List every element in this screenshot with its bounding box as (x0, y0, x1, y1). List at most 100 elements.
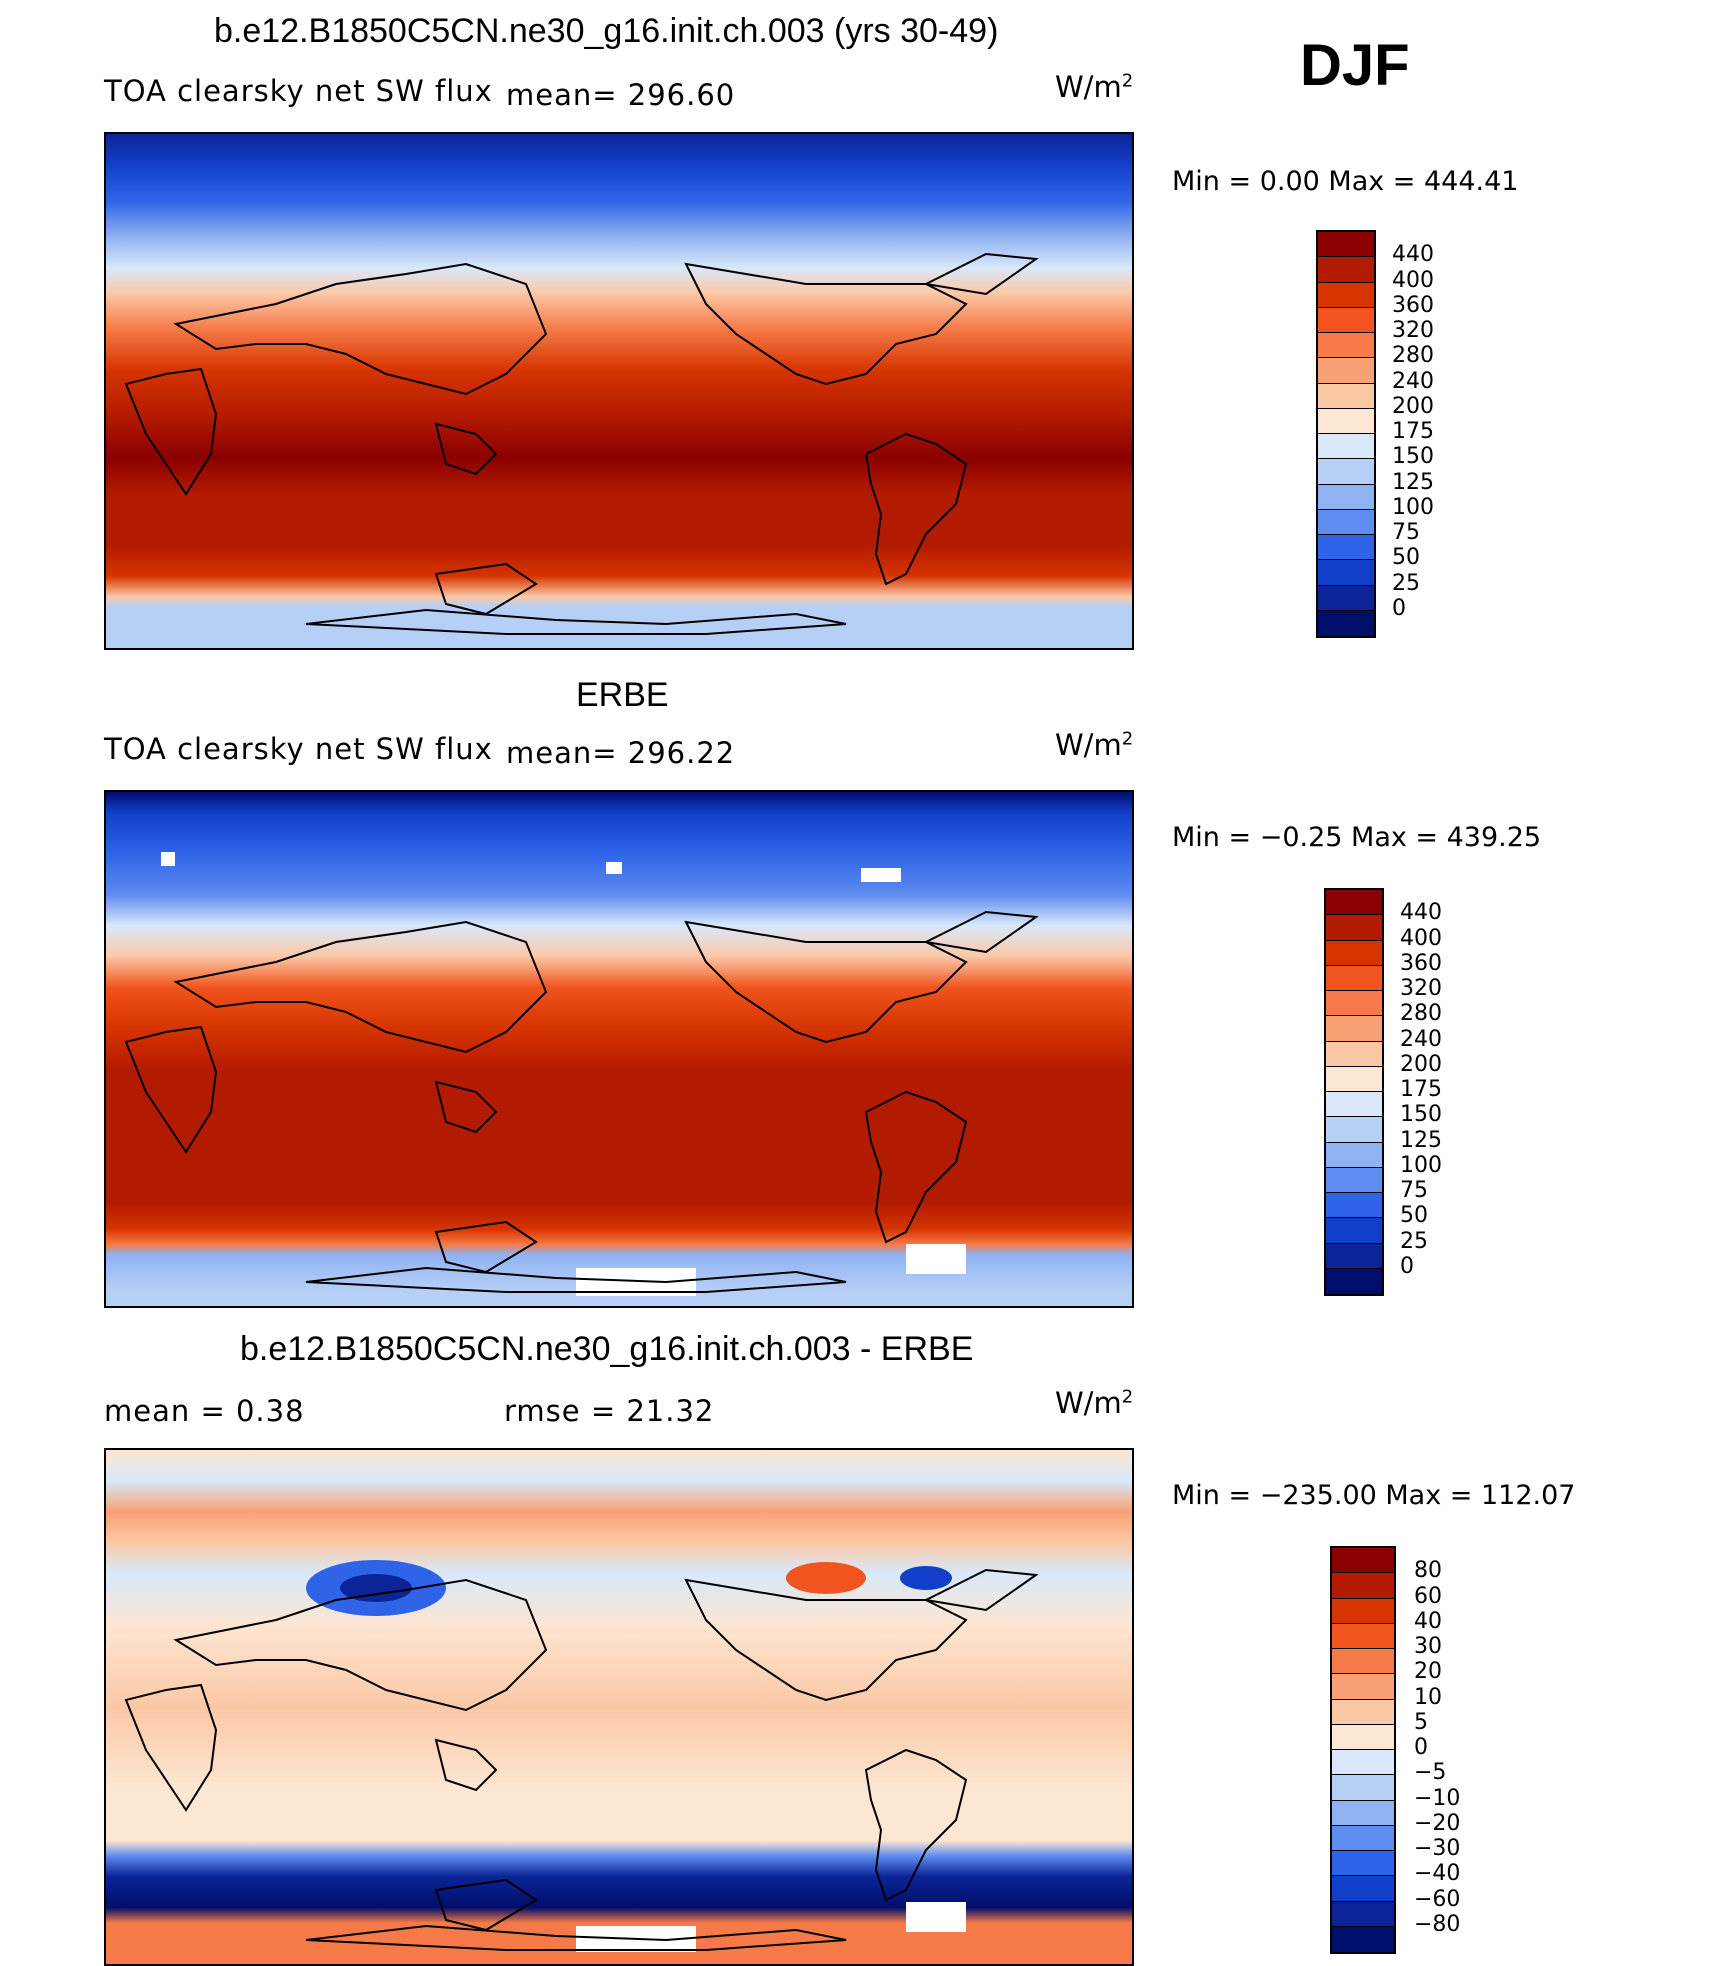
colorbar-swatch (1318, 484, 1374, 510)
panel1-mean: mean= 296.60 (506, 78, 736, 112)
panel2-title: ERBE (576, 676, 669, 714)
panel3-map (104, 1448, 1134, 1966)
colorbar-label: 30 (1414, 1634, 1442, 1659)
panel3-colorbar-labels: 80 60 40 30 20 10 5 0 −5 −10 −20 −30 −40 −60 −80 (1414, 1546, 1504, 1954)
colorbar-swatch (1326, 1142, 1382, 1168)
colorbar-swatch (1332, 1926, 1394, 1952)
colorbar-label: 240 (1392, 368, 1434, 394)
colorbar-swatch (1326, 991, 1382, 1017)
colorbar-swatch (1318, 408, 1374, 434)
colorbar-swatch (1326, 940, 1382, 966)
colorbar-swatch (1332, 1800, 1394, 1826)
colorbar-label: −5 (1414, 1760, 1447, 1786)
colorbar-swatch (1326, 1167, 1382, 1193)
colorbar-label: 80 (1414, 1558, 1442, 1584)
colorbar-swatch (1326, 915, 1382, 941)
colorbar-label: 320 (1400, 976, 1442, 1001)
colorbar-label: 125 (1392, 469, 1434, 495)
colorbar-swatch (1332, 1851, 1394, 1877)
panel1-coastlines (124, 252, 1039, 635)
colorbar-label: 200 (1392, 393, 1434, 419)
panel3-rmse: rmse = 21.32 (504, 1394, 715, 1428)
colorbar-swatch (1326, 890, 1382, 916)
colorbar-swatch (1332, 1876, 1394, 1902)
colorbar-swatch (1318, 610, 1374, 636)
colorbar-swatch (1318, 257, 1374, 283)
colorbar-label: −40 (1414, 1861, 1461, 1887)
colorbar-label: 360 (1400, 950, 1442, 976)
panel2-units: W/m2 (1055, 728, 1134, 762)
colorbar-label: 0 (1392, 595, 1406, 621)
colorbar-swatch (1326, 1066, 1382, 1092)
colorbar-label: 20 (1414, 1659, 1442, 1685)
colorbar-swatch (1326, 1041, 1382, 1067)
colorbar-label: 50 (1400, 1203, 1428, 1229)
colorbar-swatch (1332, 1598, 1394, 1624)
colorbar-swatch (1326, 1016, 1382, 1042)
colorbar-label: 360 (1392, 292, 1434, 318)
colorbar-swatch (1318, 509, 1374, 535)
colorbar-swatch (1318, 459, 1374, 485)
colorbar-swatch (1326, 1218, 1382, 1244)
colorbar-swatch (1318, 383, 1374, 409)
colorbar-label: 440 (1400, 900, 1442, 926)
panel3-title: b.e12.B1850C5CN.ne30_g16.init.ch.003 - E… (240, 1330, 974, 1368)
colorbar-swatch (1332, 1573, 1394, 1599)
colorbar-label: 440 (1392, 242, 1434, 268)
colorbar-swatch (1332, 1649, 1394, 1675)
panel2-variable: TOA clearsky net SW flux (104, 732, 493, 766)
panel2-colorbar (1324, 888, 1384, 1296)
colorbar-label: −10 (1414, 1785, 1461, 1811)
colorbar-swatch (1332, 1699, 1394, 1725)
panel2-map (104, 790, 1134, 1308)
colorbar-label: 280 (1392, 343, 1434, 369)
colorbar-label: 5 (1414, 1709, 1428, 1735)
panel1-title: b.e12.B1850C5CN.ne30_g16.init.ch.003 (yr… (214, 12, 999, 50)
colorbar-swatch (1318, 535, 1374, 561)
colorbar-label: 100 (1392, 494, 1434, 520)
colorbar-swatch (1326, 1092, 1382, 1118)
colorbar-label: 25 (1392, 570, 1420, 596)
panel1-variable: TOA clearsky net SW flux (104, 74, 493, 108)
colorbar-swatch (1326, 965, 1382, 991)
colorbar-swatch (1332, 1548, 1394, 1574)
panel2-mean: mean= 296.22 (506, 736, 736, 770)
colorbar-swatch (1318, 585, 1374, 611)
colorbar-swatch (1332, 1825, 1394, 1851)
panel1-colorbar-labels: 440 400 360 320 280 240 200 175 150 125 100 75 50 25 0 (1392, 230, 1482, 638)
colorbar-swatch (1318, 560, 1374, 586)
colorbar-label: 25 (1400, 1228, 1428, 1254)
colorbar-label: 0 (1400, 1253, 1414, 1279)
colorbar-label: 200 (1400, 1051, 1442, 1077)
colorbar-swatch (1332, 1724, 1394, 1750)
colorbar-label: −20 (1414, 1810, 1461, 1836)
panel3-colorbar (1330, 1546, 1396, 1954)
panel1-units: W/m2 (1055, 70, 1134, 104)
colorbar-label: 400 (1400, 925, 1442, 951)
panel2-colorbar-labels: 440 400 360 320 280 240 200 175 150 125 100 75 50 25 0 (1400, 888, 1490, 1296)
colorbar-label: 50 (1392, 545, 1420, 571)
colorbar-label: 100 (1400, 1152, 1442, 1178)
season-label: DJF (1300, 33, 1410, 98)
colorbar-swatch (1332, 1901, 1394, 1927)
panel2-coastlines (124, 910, 1039, 1293)
colorbar-label: 280 (1400, 1001, 1442, 1027)
panel3-coastlines (124, 1568, 1039, 1951)
colorbar-swatch (1318, 232, 1374, 258)
panel1-min-max: Min = 0.00 Max = 444.41 (1172, 166, 1519, 197)
colorbar-swatch (1318, 307, 1374, 333)
colorbar-swatch (1318, 282, 1374, 308)
colorbar-swatch (1318, 333, 1374, 359)
panel3-mean: mean = 0.38 (104, 1394, 305, 1428)
colorbar-swatch (1326, 1243, 1382, 1269)
colorbar-label: 150 (1392, 444, 1434, 470)
colorbar-swatch (1318, 358, 1374, 384)
colorbar-swatch (1326, 1268, 1382, 1294)
colorbar-swatch (1332, 1750, 1394, 1776)
panel1-colorbar (1316, 230, 1376, 638)
colorbar-label: 175 (1400, 1077, 1442, 1102)
colorbar-label: 240 (1400, 1026, 1442, 1052)
colorbar-label: 0 (1414, 1735, 1428, 1760)
colorbar-label: 10 (1414, 1684, 1442, 1710)
panel2-min-max: Min = −0.25 Max = 439.25 (1172, 822, 1542, 853)
